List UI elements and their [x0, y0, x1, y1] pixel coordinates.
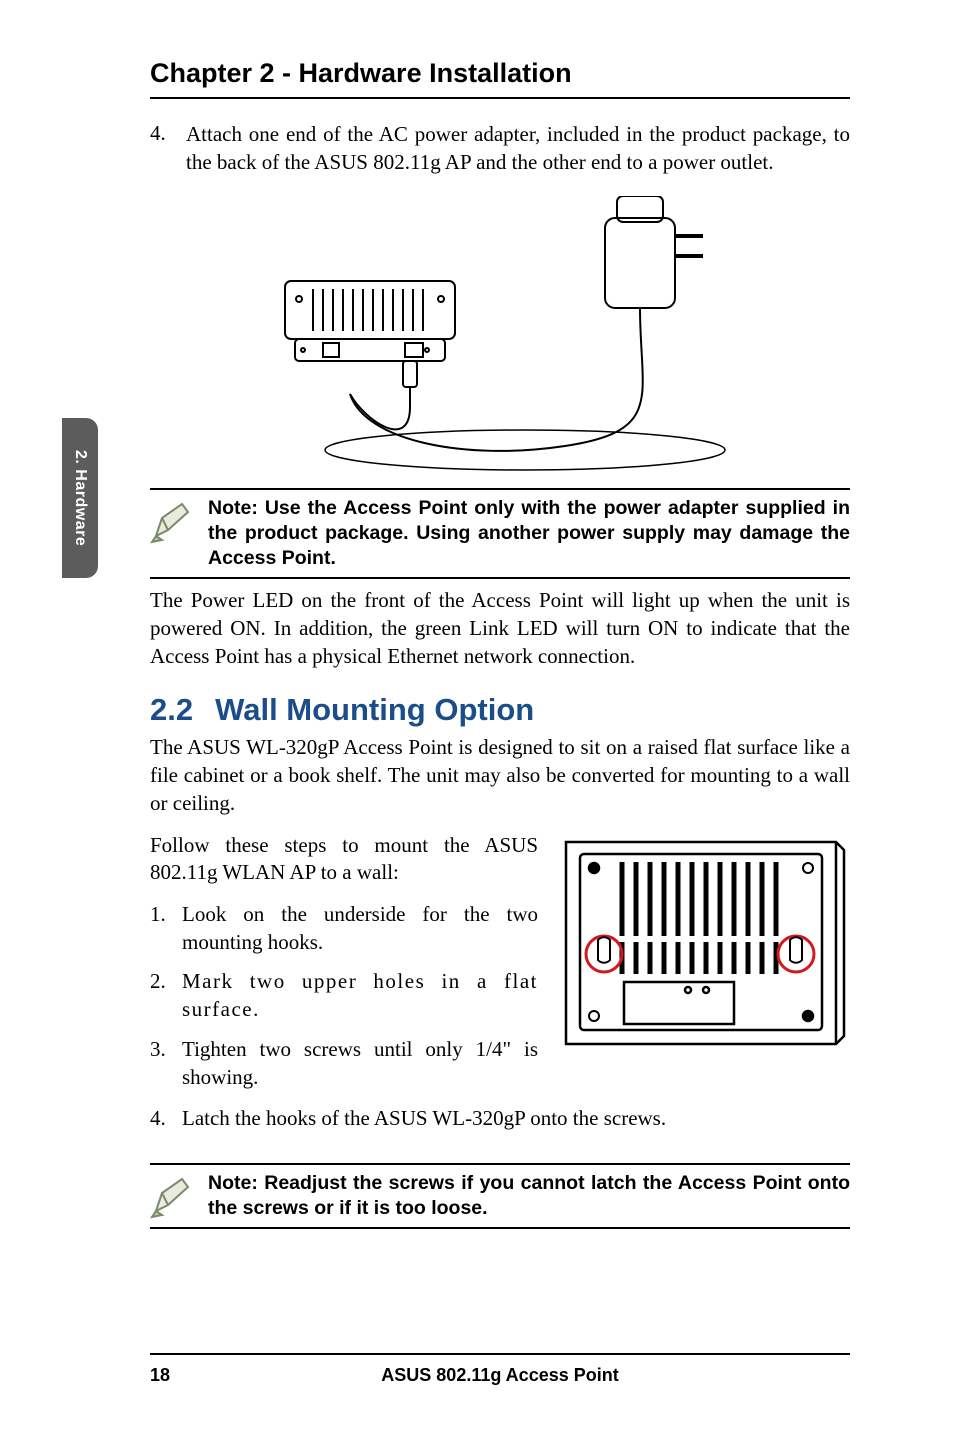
substep-num: 4.: [150, 1105, 168, 1133]
substep-num: 1.: [150, 901, 168, 956]
step-num: 4.: [150, 121, 168, 176]
substep-num: 2.: [150, 968, 168, 1023]
substep-text: Look on the underside for the two mounti…: [182, 901, 538, 956]
substep-text: Tighten two screws until only 1/4" is sh…: [182, 1036, 538, 1091]
section-intro: The ASUS WL-320gP Access Point is design…: [150, 734, 850, 817]
note-1: Note: Use the Access Point only with the…: [150, 490, 850, 577]
substep-3: 3. Tighten two screws until only 1/4" is…: [150, 1036, 538, 1091]
follow-steps-para: Follow these steps to mount the ASUS 802…: [150, 832, 538, 887]
substep-text: Mark two upper holes in a flat surface.: [182, 968, 538, 1023]
note1-text: Note: Use the Access Point only with the…: [208, 496, 850, 571]
substep-2: 2. Mark two upper holes in a flat surfac…: [150, 968, 538, 1023]
note1-bottom-rule: [150, 577, 850, 579]
note2-bottom-rule: [150, 1227, 850, 1229]
substep-1: 1. Look on the underside for the two mou…: [150, 901, 538, 956]
side-tab: 2. Hardware: [62, 418, 98, 578]
substep-num: 3.: [150, 1036, 168, 1091]
footer-title: ASUS 802.11g Access Point: [170, 1365, 830, 1386]
substep-text: Latch the hooks of the ASUS WL-320gP ont…: [182, 1105, 850, 1133]
footer-rule: [150, 1353, 850, 1355]
step-4: 4. Attach one end of the AC power adapte…: [150, 121, 850, 176]
footer-page-number: 18: [150, 1365, 170, 1386]
section-name: Wall Mounting Option: [215, 692, 534, 727]
page-footer: 18 ASUS 802.11g Access Point: [0, 1353, 954, 1386]
power-adapter-illustration: [245, 196, 755, 476]
section-title: 2.2 Wall Mounting Option: [150, 692, 850, 728]
chapter-title: Chapter 2 - Hardware Installation: [150, 58, 850, 89]
title-divider: [150, 97, 850, 99]
substep-4: 4. Latch the hooks of the ASUS WL-320gP …: [150, 1105, 850, 1133]
note2-text: Note: Readjust the screws if you cannot …: [208, 1171, 850, 1221]
pencil-icon: [150, 500, 194, 544]
note-2: Note: Readjust the screws if you cannot …: [150, 1165, 850, 1227]
side-tab-label: 2. Hardware: [71, 450, 89, 546]
power-led-paragraph: The Power LED on the front of the Access…: [150, 587, 850, 670]
step-text: Attach one end of the AC power adapter, …: [186, 121, 850, 176]
pencil-icon: [150, 1175, 194, 1219]
underside-illustration: [560, 832, 850, 1046]
section-number: 2.2: [150, 692, 193, 727]
